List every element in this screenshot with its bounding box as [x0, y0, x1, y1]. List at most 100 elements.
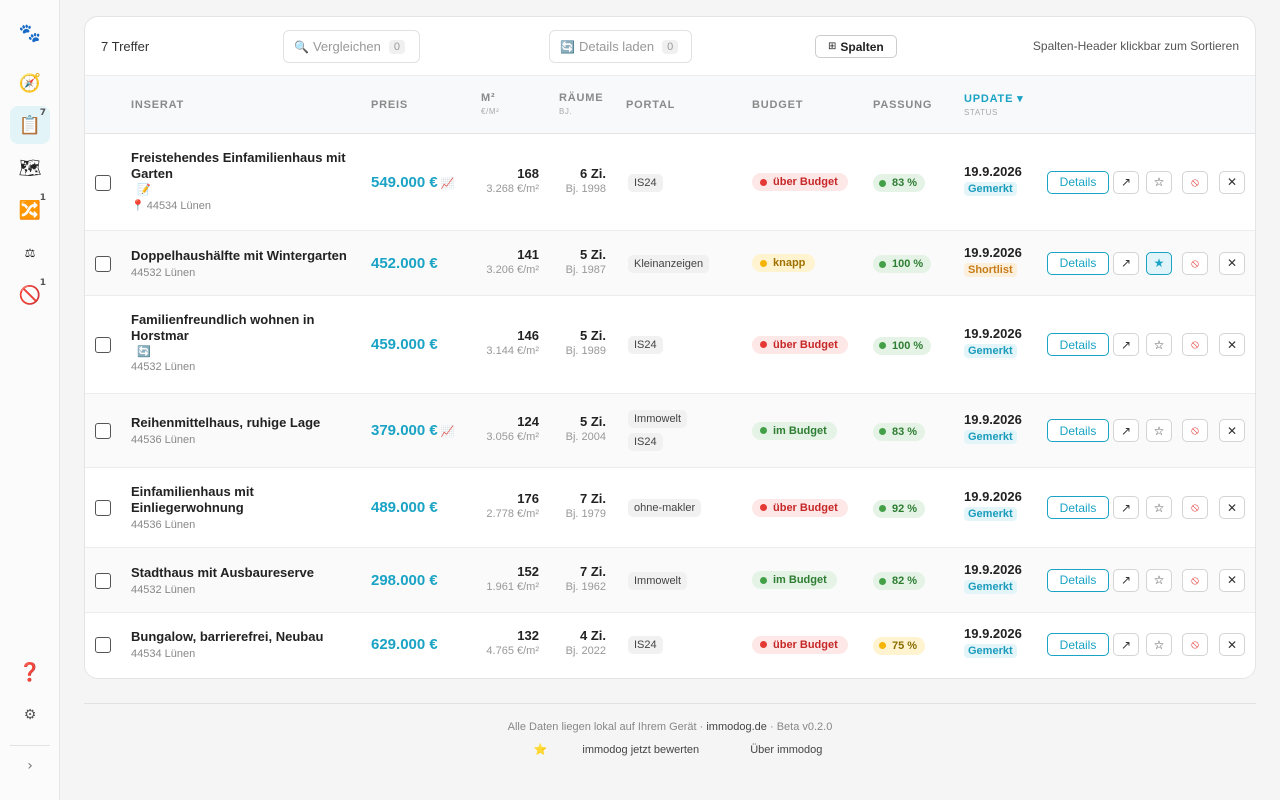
- compass-icon[interactable]: 🧭: [10, 64, 50, 102]
- compare-button[interactable]: 🔍 Vergleichen 0: [283, 30, 420, 63]
- details-button[interactable]: Details: [1047, 170, 1109, 194]
- sqm-cell: 152 1.961 €/m²: [469, 564, 539, 593]
- details-button[interactable]: Details: [1047, 333, 1109, 356]
- build-year: Bj. 1987: [565, 263, 606, 276]
- star-icon[interactable]: ☆: [1146, 419, 1172, 442]
- fit-value: 82 %: [892, 575, 918, 587]
- select-checkbox[interactable]: [95, 423, 111, 439]
- listing-title[interactable]: Reihenmittelhaus, ruhige Lage: [131, 415, 321, 430]
- trend-icon: 📈: [440, 425, 455, 438]
- footer-brand-link[interactable]: immodog.de: [706, 721, 767, 733]
- star-icon[interactable]: ☆: [1146, 333, 1172, 356]
- ban-icon[interactable]: ⦸: [1182, 251, 1208, 275]
- details-button[interactable]: Details: [1047, 633, 1109, 656]
- col-fit[interactable]: PASSUNG: [873, 99, 933, 111]
- update-cell: 19.9.2026 Gemerkt: [964, 562, 1022, 595]
- col-update[interactable]: UPDATE ▾ STATUS: [964, 92, 1023, 117]
- open-external-icon[interactable]: ↗: [1113, 633, 1139, 656]
- star-icon[interactable]: ☆: [1146, 633, 1172, 656]
- budget-label: im Budget: [773, 574, 827, 586]
- close-icon[interactable]: ✕: [1219, 419, 1245, 442]
- settings-icon[interactable]: ⚙: [23, 707, 37, 723]
- close-icon[interactable]: ✕: [1219, 170, 1245, 194]
- col-update-sub: STATUS: [964, 108, 998, 117]
- close-icon[interactable]: ✕: [1219, 633, 1245, 656]
- listing-title[interactable]: Doppelhaushälfte mit Wintergarten: [131, 247, 347, 263]
- ban-icon[interactable]: 🚫 1: [10, 276, 50, 314]
- rooms-value: 7 Zi.: [579, 563, 606, 579]
- expand-sidebar-icon[interactable]: ›: [27, 758, 33, 774]
- close-icon[interactable]: ✕: [1219, 568, 1245, 592]
- listing-cell: Stadthaus mit Ausbaureserve 44532 Lünen: [131, 565, 351, 596]
- col-listing[interactable]: INSERAT: [131, 99, 185, 111]
- details-button[interactable]: Details: [1047, 419, 1109, 442]
- table-row: Doppelhaushälfte mit Wintergarten 44532 L…: [85, 231, 1255, 296]
- col-sqm[interactable]: M² €/M²: [481, 92, 499, 116]
- shuffle-icon[interactable]: 🔀 1: [10, 191, 50, 229]
- about-link[interactable]: Über immodog: [750, 744, 823, 756]
- price-cell: 489.000 €: [371, 499, 438, 516]
- select-checkbox[interactable]: [95, 572, 111, 589]
- col-rooms[interactable]: RÄUME BJ.: [559, 92, 603, 116]
- ban-icon[interactable]: ⦸: [1182, 419, 1208, 442]
- update-date: 19.9.2026: [964, 626, 1022, 641]
- rate-link[interactable]: ⭐ immodog jetzt bewerten: [518, 743, 716, 756]
- results-card: 7 Treffer 🔍 Vergleichen 0 🔄 Details lade…: [84, 16, 1256, 679]
- build-year: Bj. 1962: [565, 580, 606, 593]
- fit-cell: 92 %: [873, 499, 926, 518]
- fit-cell: 75 %: [873, 636, 926, 655]
- budget-label: knapp: [773, 257, 806, 269]
- star-icon[interactable]: ☆: [1146, 170, 1172, 194]
- listing-title[interactable]: Einfamilienhaus mit Einliegerwohnung: [131, 484, 254, 515]
- budget-cell: über Budget: [752, 335, 848, 354]
- details-button[interactable]: Details: [1047, 568, 1109, 592]
- select-checkbox[interactable]: [95, 500, 111, 516]
- ban-icon[interactable]: ⦸: [1182, 633, 1208, 656]
- load-details-button[interactable]: 🔄 Details laden 0: [549, 30, 692, 63]
- close-icon[interactable]: ✕: [1219, 333, 1245, 356]
- open-external-icon[interactable]: ↗: [1113, 496, 1139, 519]
- select-checkbox[interactable]: [95, 255, 111, 272]
- star-icon[interactable]: ★: [1146, 251, 1172, 275]
- portal-cell: IS24: [628, 635, 738, 658]
- open-external-icon[interactable]: ↗: [1113, 419, 1139, 442]
- col-portal[interactable]: PORTAL: [626, 99, 676, 111]
- close-icon[interactable]: ✕: [1219, 251, 1245, 275]
- scale-icon[interactable]: ⚖: [10, 234, 50, 272]
- listing-title[interactable]: Familienfreundlich wohnen in Horstmar: [131, 312, 315, 343]
- close-icon[interactable]: ✕: [1219, 496, 1245, 519]
- listing-title[interactable]: Stadthaus mit Ausbaureserve: [131, 564, 315, 580]
- select-checkbox[interactable]: [95, 637, 111, 653]
- star-icon[interactable]: ☆: [1146, 568, 1172, 592]
- columns-button[interactable]: ⊞ Spalten: [815, 35, 897, 58]
- select-checkbox[interactable]: [95, 337, 111, 353]
- ban-icon[interactable]: ⦸: [1182, 333, 1208, 356]
- col-price[interactable]: PREIS: [371, 99, 409, 111]
- star-icon[interactable]: ☆: [1146, 496, 1172, 519]
- notepad-icon[interactable]: 📋 7: [10, 106, 50, 144]
- map-icon[interactable]: 🗺: [10, 149, 50, 187]
- details-button[interactable]: Details: [1047, 251, 1109, 275]
- help-icon[interactable]: ❓: [18, 661, 42, 683]
- ban-icon[interactable]: ⦸: [1182, 170, 1208, 194]
- table-body: Freistehendes Einfamilienhaus mit Garten…: [85, 134, 1255, 677]
- budget-dot: [760, 427, 767, 434]
- select-checkbox[interactable]: [95, 174, 111, 191]
- open-external-icon[interactable]: ↗: [1113, 251, 1139, 275]
- open-external-icon[interactable]: ↗: [1113, 333, 1139, 356]
- details-button[interactable]: Details: [1047, 496, 1109, 519]
- update-cell: 19.9.2026 Gemerkt: [964, 626, 1022, 659]
- open-external-icon[interactable]: ↗: [1113, 568, 1139, 592]
- result-count: 7 Treffer: [101, 39, 150, 54]
- open-external-icon[interactable]: ↗: [1113, 170, 1139, 194]
- price-per-sqm: 2.778 €/m²: [486, 508, 539, 520]
- listing-title[interactable]: Bungalow, barrierefrei, Neubau: [131, 629, 324, 644]
- budget-badge: über Budget: [752, 173, 848, 191]
- listing-title[interactable]: Freistehendes Einfamilienhaus mit Garten: [131, 149, 346, 181]
- col-budget[interactable]: BUDGET: [752, 99, 804, 111]
- ban-icon[interactable]: ⦸: [1182, 496, 1208, 519]
- fit-value: 100 %: [892, 258, 924, 270]
- rooms-value: 5 Zi.: [579, 246, 606, 262]
- ban-icon[interactable]: ⦸: [1182, 568, 1208, 592]
- paw-icon[interactable]: 🐾: [18, 22, 42, 44]
